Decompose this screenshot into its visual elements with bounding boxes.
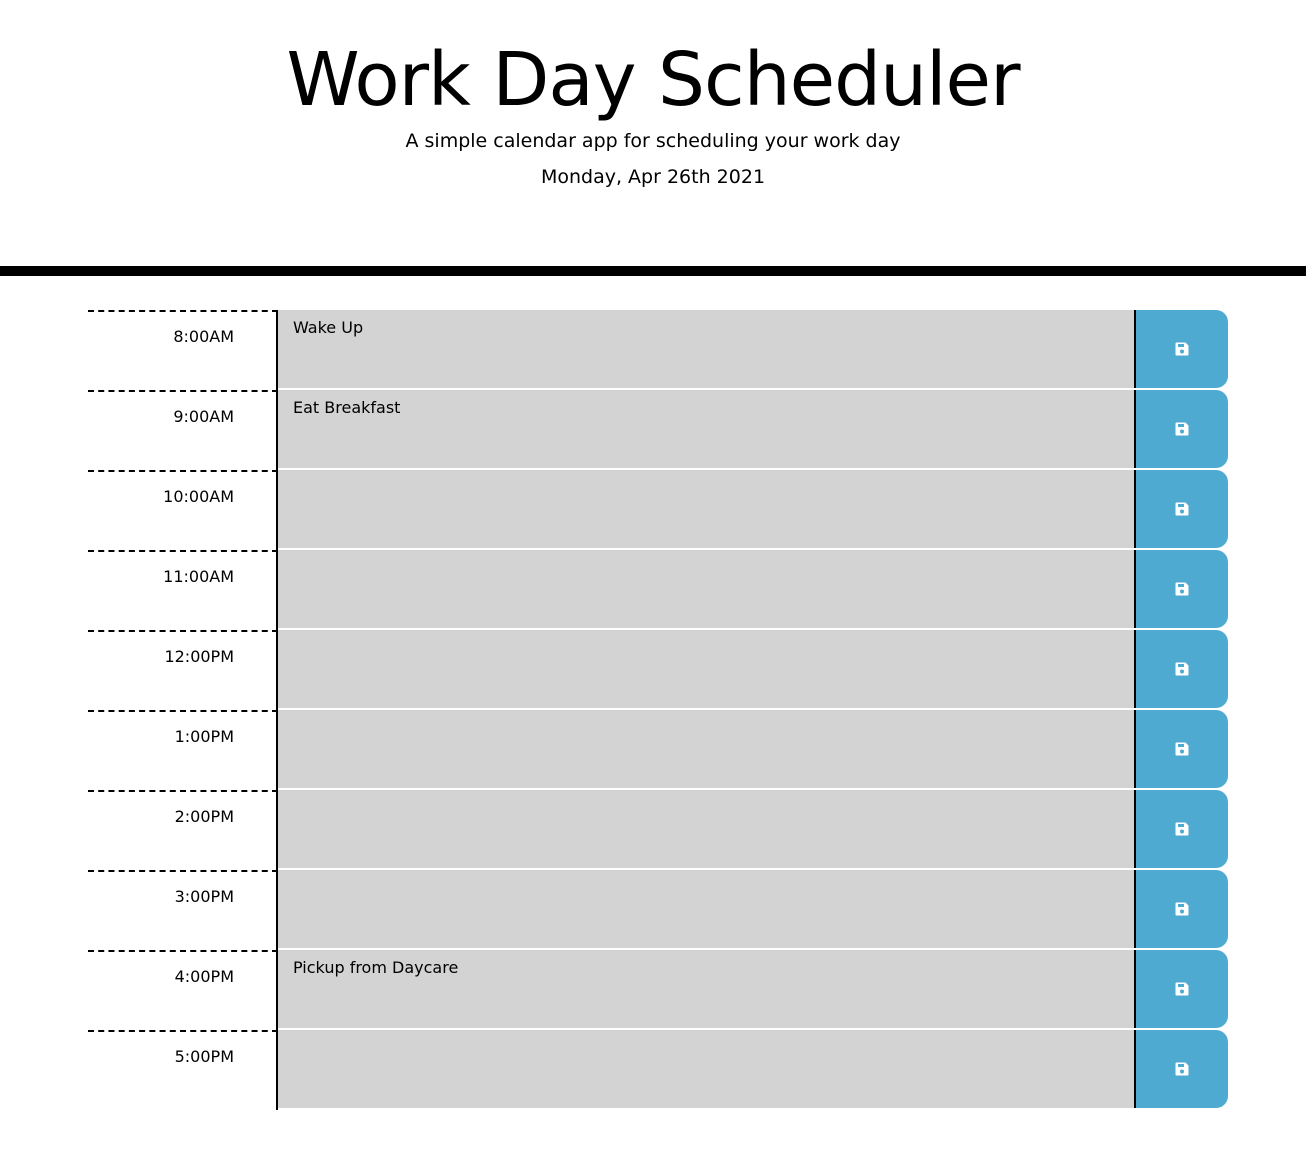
time-block: 4:00PM Pickup from Daycare	[88, 950, 1228, 1030]
hour-label: 10:00AM	[88, 470, 278, 550]
save-button[interactable]	[1134, 950, 1228, 1028]
save-button[interactable]	[1134, 550, 1228, 628]
floppy-disk-icon	[1175, 902, 1189, 916]
hour-label: 12:00PM	[88, 630, 278, 710]
floppy-disk-icon	[1175, 662, 1189, 676]
hour-label: 3:00PM	[88, 870, 278, 950]
time-block: 8:00AM Wake Up	[88, 310, 1228, 390]
event-description-input[interactable]: Wake Up	[278, 310, 1134, 390]
hour-label: 11:00AM	[88, 550, 278, 630]
event-description-input[interactable]	[278, 1030, 1134, 1110]
event-description-input[interactable]	[278, 470, 1134, 550]
event-description-input[interactable]	[278, 790, 1134, 870]
time-block: 1:00PM	[88, 710, 1228, 790]
save-button[interactable]	[1134, 470, 1228, 548]
floppy-disk-icon	[1175, 1062, 1189, 1076]
time-block-container: 8:00AM Wake Up 9:00AM Eat Breakfast 10:0…	[88, 310, 1228, 1110]
time-block: 10:00AM	[88, 470, 1228, 550]
save-button[interactable]	[1134, 630, 1228, 708]
floppy-disk-icon	[1175, 582, 1189, 596]
save-button[interactable]	[1134, 1030, 1228, 1108]
event-description-input[interactable]: Eat Breakfast	[278, 390, 1134, 470]
floppy-disk-icon	[1175, 422, 1189, 436]
floppy-disk-icon	[1175, 982, 1189, 996]
event-description-input[interactable]	[278, 870, 1134, 950]
event-description-input[interactable]: Pickup from Daycare	[278, 950, 1134, 1030]
time-block: 5:00PM	[88, 1030, 1228, 1110]
floppy-disk-icon	[1175, 502, 1189, 516]
page-subtitle: A simple calendar app for scheduling you…	[405, 130, 901, 152]
floppy-disk-icon	[1175, 742, 1189, 756]
floppy-disk-icon	[1175, 822, 1189, 836]
save-button[interactable]	[1134, 870, 1228, 948]
save-button[interactable]	[1134, 390, 1228, 468]
hour-label: 9:00AM	[88, 390, 278, 470]
event-description-input[interactable]	[278, 550, 1134, 630]
save-button[interactable]	[1134, 790, 1228, 868]
time-block: 9:00AM Eat Breakfast	[88, 390, 1228, 470]
event-description-input[interactable]	[278, 710, 1134, 790]
save-button[interactable]	[1134, 710, 1228, 788]
page-title: Work Day Scheduler	[286, 37, 1020, 123]
time-block: 2:00PM	[88, 790, 1228, 870]
hour-label: 2:00PM	[88, 790, 278, 870]
hour-label: 8:00AM	[88, 310, 278, 390]
floppy-disk-icon	[1175, 342, 1189, 356]
event-description-input[interactable]	[278, 630, 1134, 710]
header-divider	[0, 266, 1306, 276]
header: Work Day Scheduler A simple calendar app…	[0, 0, 1306, 266]
save-button[interactable]	[1134, 310, 1228, 388]
hour-label: 4:00PM	[88, 950, 278, 1030]
time-block: 11:00AM	[88, 550, 1228, 630]
hour-label: 5:00PM	[88, 1030, 278, 1110]
time-block: 12:00PM	[88, 630, 1228, 710]
time-block: 3:00PM	[88, 870, 1228, 950]
current-day: Monday, Apr 26th 2021	[540, 166, 766, 188]
hour-label: 1:00PM	[88, 710, 278, 790]
